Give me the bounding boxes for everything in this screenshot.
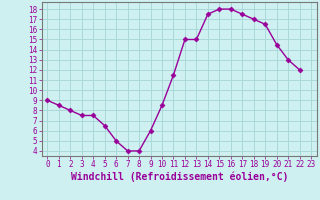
X-axis label: Windchill (Refroidissement éolien,°C): Windchill (Refroidissement éolien,°C) bbox=[70, 172, 288, 182]
